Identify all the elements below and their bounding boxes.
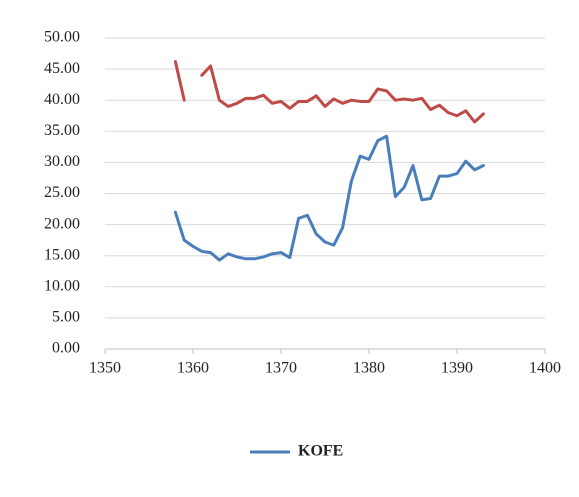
y-tick-label: 40.00 bbox=[44, 91, 80, 108]
y-tick-label: 35.00 bbox=[44, 122, 80, 139]
y-tick-label: 0.00 bbox=[52, 340, 80, 357]
y-tick-label: 50.00 bbox=[44, 29, 80, 46]
y-tick-label: 10.00 bbox=[44, 277, 80, 294]
legend-label: KOFE bbox=[298, 443, 343, 460]
x-tick-label: 1400 bbox=[529, 360, 561, 377]
x-tick-label: 1360 bbox=[177, 360, 209, 377]
x-tick-label: 1390 bbox=[441, 360, 473, 377]
x-tick-label: 1350 bbox=[89, 360, 121, 377]
x-tick-label: 1370 bbox=[265, 360, 297, 377]
y-tick-label: 30.00 bbox=[44, 153, 80, 170]
y-tick-label: 5.00 bbox=[52, 309, 80, 326]
y-tick-label: 20.00 bbox=[44, 215, 80, 232]
y-tick-label: 25.00 bbox=[44, 184, 80, 201]
series-line bbox=[173, 134, 485, 262]
y-tick-label: 45.00 bbox=[44, 60, 80, 77]
series-line bbox=[173, 60, 485, 124]
y-tick-label: 15.00 bbox=[44, 246, 80, 263]
x-tick-label: 1380 bbox=[353, 360, 385, 377]
